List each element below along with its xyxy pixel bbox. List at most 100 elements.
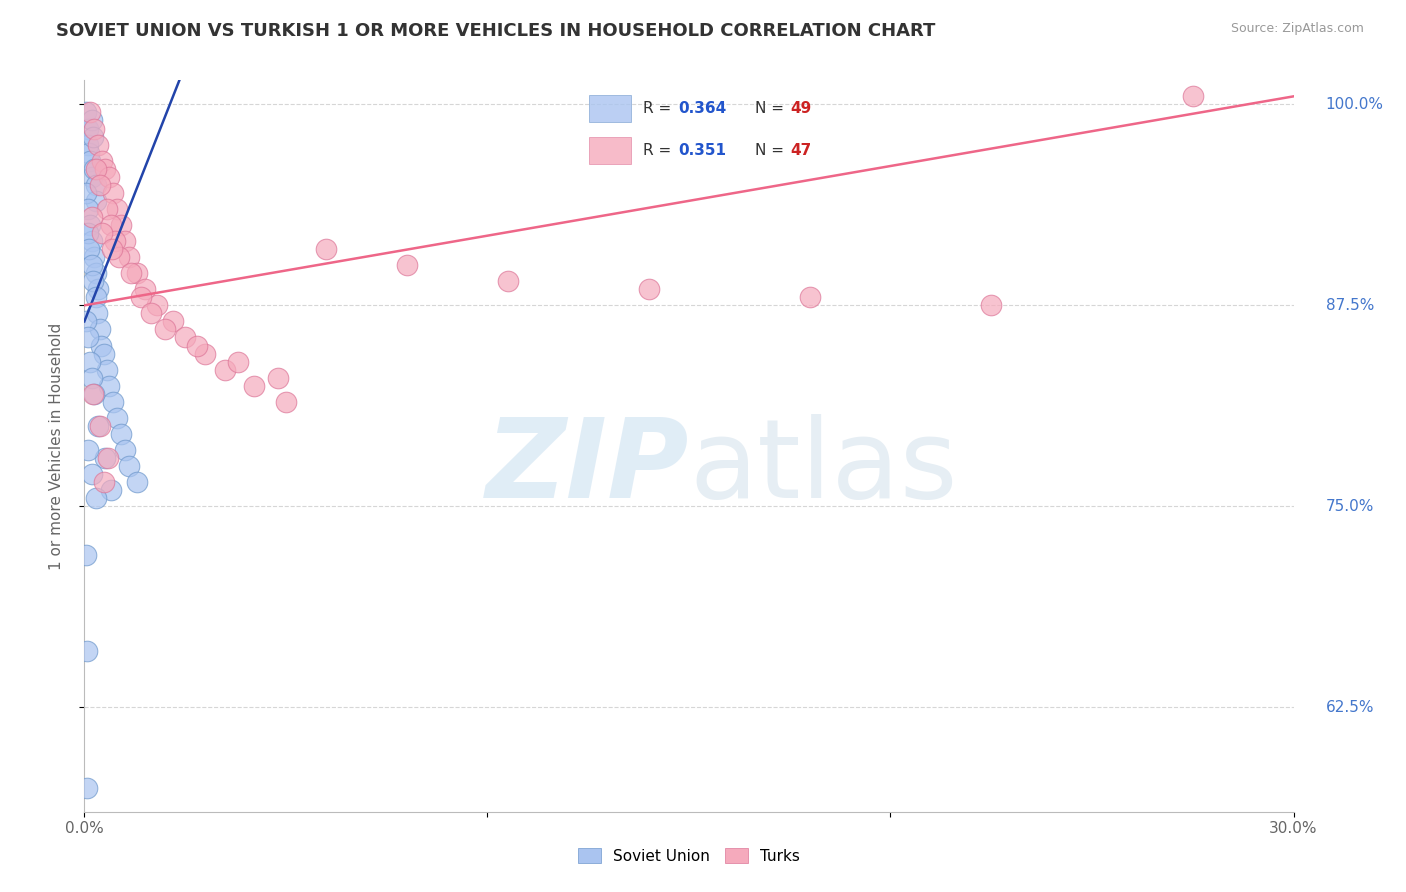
Point <box>637 282 659 296</box>
Point <box>76 443 98 458</box>
Point <box>214 362 236 376</box>
Point <box>93 451 115 466</box>
Point <box>118 250 141 264</box>
Point <box>125 266 148 280</box>
Point <box>980 298 1002 312</box>
Point <box>100 218 122 232</box>
Point <box>76 644 98 658</box>
Point <box>97 451 120 466</box>
Point <box>134 282 156 296</box>
Point <box>82 210 104 224</box>
Point <box>395 258 418 272</box>
Point <box>87 282 110 296</box>
Point <box>101 394 124 409</box>
Point <box>96 202 118 216</box>
Text: 100.0%: 100.0% <box>1326 97 1384 112</box>
Point <box>105 410 128 425</box>
Point <box>100 483 122 498</box>
Text: 87.5%: 87.5% <box>1326 298 1374 313</box>
Point <box>97 378 120 392</box>
Point <box>86 266 108 280</box>
Text: 0.351: 0.351 <box>678 143 725 158</box>
Point <box>82 129 104 144</box>
Text: 49: 49 <box>790 101 811 116</box>
Point <box>79 153 101 168</box>
Point <box>76 226 98 240</box>
Y-axis label: 1 or more Vehicles in Household: 1 or more Vehicles in Household <box>49 322 63 570</box>
Point <box>153 322 176 336</box>
Point <box>105 202 128 216</box>
Point <box>799 290 821 304</box>
Point <box>86 306 108 320</box>
Point <box>101 186 124 200</box>
Point <box>83 121 105 136</box>
Text: 0.364: 0.364 <box>678 101 727 116</box>
Point <box>75 314 97 328</box>
Legend: Soviet Union, Turks: Soviet Union, Turks <box>572 842 806 870</box>
Point <box>75 548 97 562</box>
Point <box>86 194 108 208</box>
Point <box>91 226 114 240</box>
Point <box>80 258 103 272</box>
Point <box>174 330 197 344</box>
Point <box>77 242 100 256</box>
Point <box>104 234 127 248</box>
Point <box>146 298 169 312</box>
Point <box>90 338 112 352</box>
Point <box>107 250 129 264</box>
Point <box>77 137 100 152</box>
Point <box>129 290 152 304</box>
Text: R =: R = <box>643 143 676 158</box>
Point <box>226 354 249 368</box>
Point <box>96 362 118 376</box>
Point <box>77 145 100 160</box>
Point <box>496 274 519 288</box>
Point <box>315 242 337 256</box>
Point <box>118 459 141 474</box>
Point <box>93 475 115 490</box>
Point <box>82 113 104 128</box>
Point <box>89 418 111 433</box>
Bar <box>589 136 631 164</box>
Point <box>75 105 97 120</box>
Point <box>82 370 104 384</box>
Text: ZIP: ZIP <box>485 415 689 522</box>
Point <box>83 250 105 264</box>
Point <box>194 346 217 360</box>
Point <box>87 137 110 152</box>
Point <box>84 290 107 304</box>
Point <box>89 178 111 192</box>
Point <box>267 370 290 384</box>
Point <box>79 105 101 120</box>
Point <box>82 234 104 248</box>
Point <box>114 234 136 248</box>
Point <box>79 218 101 232</box>
Text: R =: R = <box>643 101 676 116</box>
Point <box>97 169 120 184</box>
Point <box>274 394 297 409</box>
Point <box>77 330 100 344</box>
Point <box>125 475 148 490</box>
Point <box>84 178 107 192</box>
Point <box>79 354 101 368</box>
Point <box>114 443 136 458</box>
Point <box>186 338 208 352</box>
Point <box>75 186 97 200</box>
Point <box>86 161 108 176</box>
Point <box>77 202 100 216</box>
Point <box>162 314 184 328</box>
Text: 62.5%: 62.5% <box>1326 699 1374 714</box>
Point <box>93 161 115 176</box>
Text: 75.0%: 75.0% <box>1326 499 1374 514</box>
Point <box>80 467 103 482</box>
Point <box>83 386 105 401</box>
Text: N =: N = <box>755 101 789 116</box>
Text: SOVIET UNION VS TURKISH 1 OR MORE VEHICLES IN HOUSEHOLD CORRELATION CHART: SOVIET UNION VS TURKISH 1 OR MORE VEHICL… <box>56 22 935 40</box>
Text: 47: 47 <box>790 143 811 158</box>
Point <box>76 780 98 795</box>
Point <box>82 386 104 401</box>
Point <box>84 491 107 506</box>
Point <box>91 153 114 168</box>
Point <box>110 218 132 232</box>
Text: Source: ZipAtlas.com: Source: ZipAtlas.com <box>1230 22 1364 36</box>
